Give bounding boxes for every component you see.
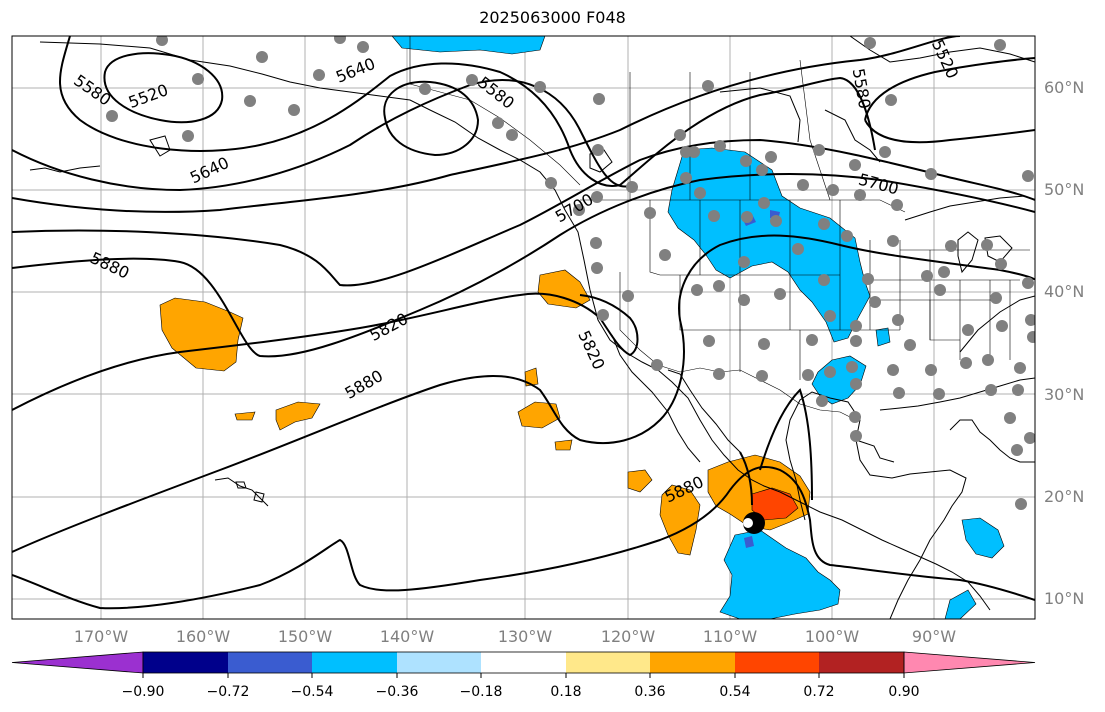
map-title: 2025063000 F048	[479, 8, 626, 27]
lon-tick-label: 90°W	[912, 627, 956, 646]
height-contours	[12, 36, 1035, 610]
colorbar-cell	[735, 652, 819, 673]
lon-tick-label: 120°W	[601, 627, 656, 646]
colorbar-tick-label: 0.72	[803, 684, 834, 700]
colorbar-tick-label: 0.90	[888, 684, 919, 700]
colorbar-cell	[481, 652, 566, 673]
lat-tick-label: 50°N	[1044, 180, 1084, 199]
colorbar-cell	[819, 652, 904, 673]
lon-tick-label: 110°W	[703, 627, 758, 646]
colorbar-extend-high	[903, 651, 1036, 674]
latitude-labels: 10°N 20°N 30°N 40°N 50°N 60°N	[1044, 78, 1084, 608]
lat-tick-label: 40°N	[1044, 282, 1084, 301]
colorbar-cell	[143, 652, 228, 673]
colorbar-tick-label: −0.90	[122, 684, 165, 700]
political-borders	[409, 36, 1030, 421]
colorbar-cell	[650, 652, 735, 673]
colorbar-cell	[228, 652, 312, 673]
colorbar-tick-label: −0.18	[460, 684, 503, 700]
colorbar-cell	[312, 652, 397, 673]
tropical-cyclone-marker	[743, 512, 765, 534]
longitude-labels: 170°W 160°W 150°W 140°W 130°W 120°W 110°…	[74, 627, 956, 646]
colorbar-tick-label: 0.36	[634, 684, 665, 700]
lat-tick-label: 60°N	[1044, 78, 1084, 97]
colorbar-cells	[11, 651, 1036, 674]
lat-tick-label: 10°N	[1044, 589, 1084, 608]
colorbar-ticks	[142, 673, 905, 678]
station-markers	[106, 36, 1035, 510]
colorbar-extend-low	[11, 651, 144, 674]
coastlines	[29, 36, 1035, 619]
colorbar-cell	[566, 652, 650, 673]
colorbar: −0.90 −0.72 −0.54 −0.36 −0.18 0.18 0.36 …	[11, 651, 1036, 700]
lat-tick-label: 30°N	[1044, 385, 1084, 404]
colorbar-tick-label: −0.72	[207, 684, 250, 700]
colorbar-tick-label: 0.18	[550, 684, 581, 700]
colorbar-tick-label: 0.54	[719, 684, 750, 700]
lon-tick-label: 170°W	[74, 627, 129, 646]
lon-tick-label: 130°W	[498, 627, 553, 646]
lon-tick-label: 140°W	[380, 627, 435, 646]
lat-tick-label: 20°N	[1044, 487, 1084, 506]
map-content	[12, 36, 1035, 619]
colorbar-outline	[142, 651, 905, 674]
colorbar-tick-label: −0.36	[376, 684, 419, 700]
colorbar-cell	[397, 652, 481, 673]
strong-positive-anomaly	[751, 487, 799, 521]
colorbar-tick-label: −0.54	[291, 684, 334, 700]
map-frame	[11, 35, 1036, 620]
lon-tick-label: 100°W	[805, 627, 860, 646]
lon-tick-label: 150°W	[278, 627, 333, 646]
lon-tick-label: 160°W	[176, 627, 231, 646]
